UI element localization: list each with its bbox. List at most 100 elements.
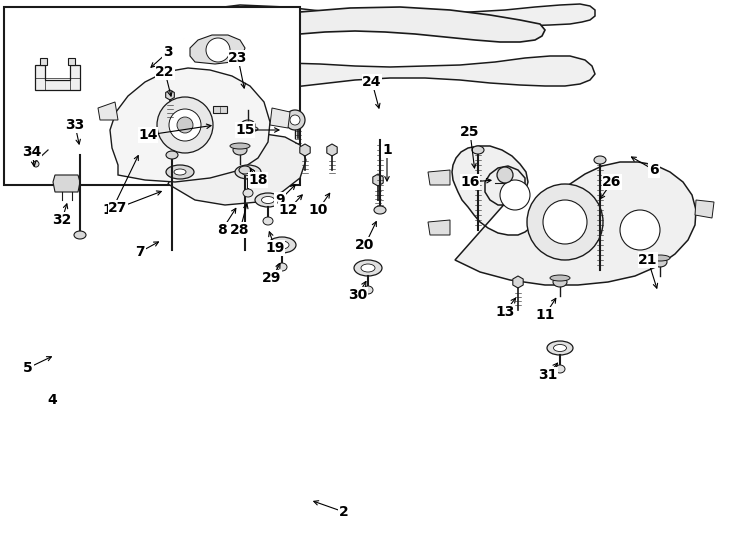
Polygon shape: [53, 175, 80, 192]
Ellipse shape: [235, 165, 261, 179]
Text: 24: 24: [363, 75, 382, 89]
Text: 31: 31: [538, 368, 558, 382]
Text: 10: 10: [308, 203, 327, 217]
Ellipse shape: [166, 165, 194, 179]
Text: 27: 27: [109, 201, 128, 215]
Text: 15: 15: [236, 123, 255, 137]
Text: 29: 29: [262, 271, 282, 285]
Ellipse shape: [553, 345, 567, 352]
Circle shape: [169, 109, 201, 141]
Ellipse shape: [243, 189, 253, 197]
Circle shape: [620, 210, 660, 250]
Polygon shape: [165, 30, 275, 73]
Circle shape: [206, 38, 230, 62]
Ellipse shape: [238, 126, 258, 132]
Bar: [4, 7, 300, 185]
Text: 1: 1: [382, 143, 392, 157]
Polygon shape: [270, 108, 290, 128]
Text: 25: 25: [460, 125, 480, 139]
Text: 28: 28: [230, 223, 250, 237]
Polygon shape: [293, 114, 303, 126]
Ellipse shape: [361, 264, 375, 272]
Text: 22: 22: [156, 65, 175, 79]
Text: 21: 21: [639, 253, 658, 267]
Text: 13: 13: [495, 305, 515, 319]
Polygon shape: [695, 200, 714, 218]
Polygon shape: [35, 65, 80, 90]
Polygon shape: [168, 134, 306, 205]
Polygon shape: [327, 144, 337, 156]
Ellipse shape: [374, 206, 386, 214]
Text: 11: 11: [535, 308, 555, 322]
Text: 19: 19: [265, 241, 285, 255]
Ellipse shape: [263, 217, 273, 225]
Ellipse shape: [174, 169, 186, 175]
Polygon shape: [452, 146, 696, 285]
Text: 32: 32: [52, 213, 72, 227]
Text: 6: 6: [649, 163, 659, 177]
Polygon shape: [299, 144, 310, 156]
Ellipse shape: [472, 146, 484, 154]
Polygon shape: [513, 276, 523, 288]
Polygon shape: [40, 58, 47, 65]
Polygon shape: [166, 90, 175, 100]
Text: 14: 14: [138, 128, 158, 142]
Polygon shape: [110, 68, 270, 182]
Text: 33: 33: [65, 118, 84, 132]
Ellipse shape: [230, 143, 250, 149]
Polygon shape: [98, 102, 118, 120]
Circle shape: [285, 110, 305, 130]
Ellipse shape: [261, 197, 275, 204]
Ellipse shape: [166, 151, 178, 159]
Text: 12: 12: [278, 203, 298, 217]
Polygon shape: [190, 35, 245, 64]
Circle shape: [290, 115, 300, 125]
Ellipse shape: [241, 120, 255, 130]
Text: 20: 20: [355, 238, 374, 252]
Text: 30: 30: [349, 288, 368, 302]
Circle shape: [157, 97, 213, 153]
Ellipse shape: [650, 255, 670, 261]
Ellipse shape: [241, 168, 255, 176]
Ellipse shape: [233, 145, 247, 155]
Text: 34: 34: [22, 145, 42, 159]
Text: 26: 26: [603, 175, 622, 189]
Ellipse shape: [653, 257, 667, 267]
Text: 2: 2: [339, 505, 349, 519]
Ellipse shape: [555, 365, 565, 373]
Polygon shape: [276, 7, 545, 42]
Circle shape: [543, 200, 587, 244]
Ellipse shape: [550, 275, 570, 281]
Ellipse shape: [275, 241, 289, 249]
Circle shape: [177, 117, 193, 133]
Text: 17: 17: [102, 203, 122, 217]
Ellipse shape: [277, 263, 287, 271]
Text: 5: 5: [23, 361, 33, 375]
Ellipse shape: [268, 237, 296, 253]
Polygon shape: [162, 4, 595, 48]
Bar: [141, 134, 155, 141]
Text: 7: 7: [135, 245, 145, 259]
Polygon shape: [428, 170, 450, 185]
Text: 18: 18: [248, 173, 268, 187]
Text: 9: 9: [275, 193, 285, 207]
Polygon shape: [373, 174, 383, 186]
Text: 8: 8: [217, 223, 227, 237]
Text: 23: 23: [228, 51, 247, 65]
Text: 3: 3: [163, 45, 172, 59]
Ellipse shape: [363, 286, 373, 294]
Ellipse shape: [255, 193, 281, 207]
Text: 16: 16: [460, 175, 480, 189]
Ellipse shape: [74, 231, 86, 239]
Ellipse shape: [354, 260, 382, 276]
Polygon shape: [68, 58, 75, 65]
Circle shape: [33, 161, 39, 167]
Circle shape: [500, 180, 530, 210]
Polygon shape: [165, 56, 595, 90]
Bar: [213, 106, 227, 113]
Text: 4: 4: [47, 393, 57, 407]
Ellipse shape: [553, 277, 567, 287]
Circle shape: [497, 167, 513, 183]
Circle shape: [527, 184, 603, 260]
Polygon shape: [428, 220, 450, 235]
